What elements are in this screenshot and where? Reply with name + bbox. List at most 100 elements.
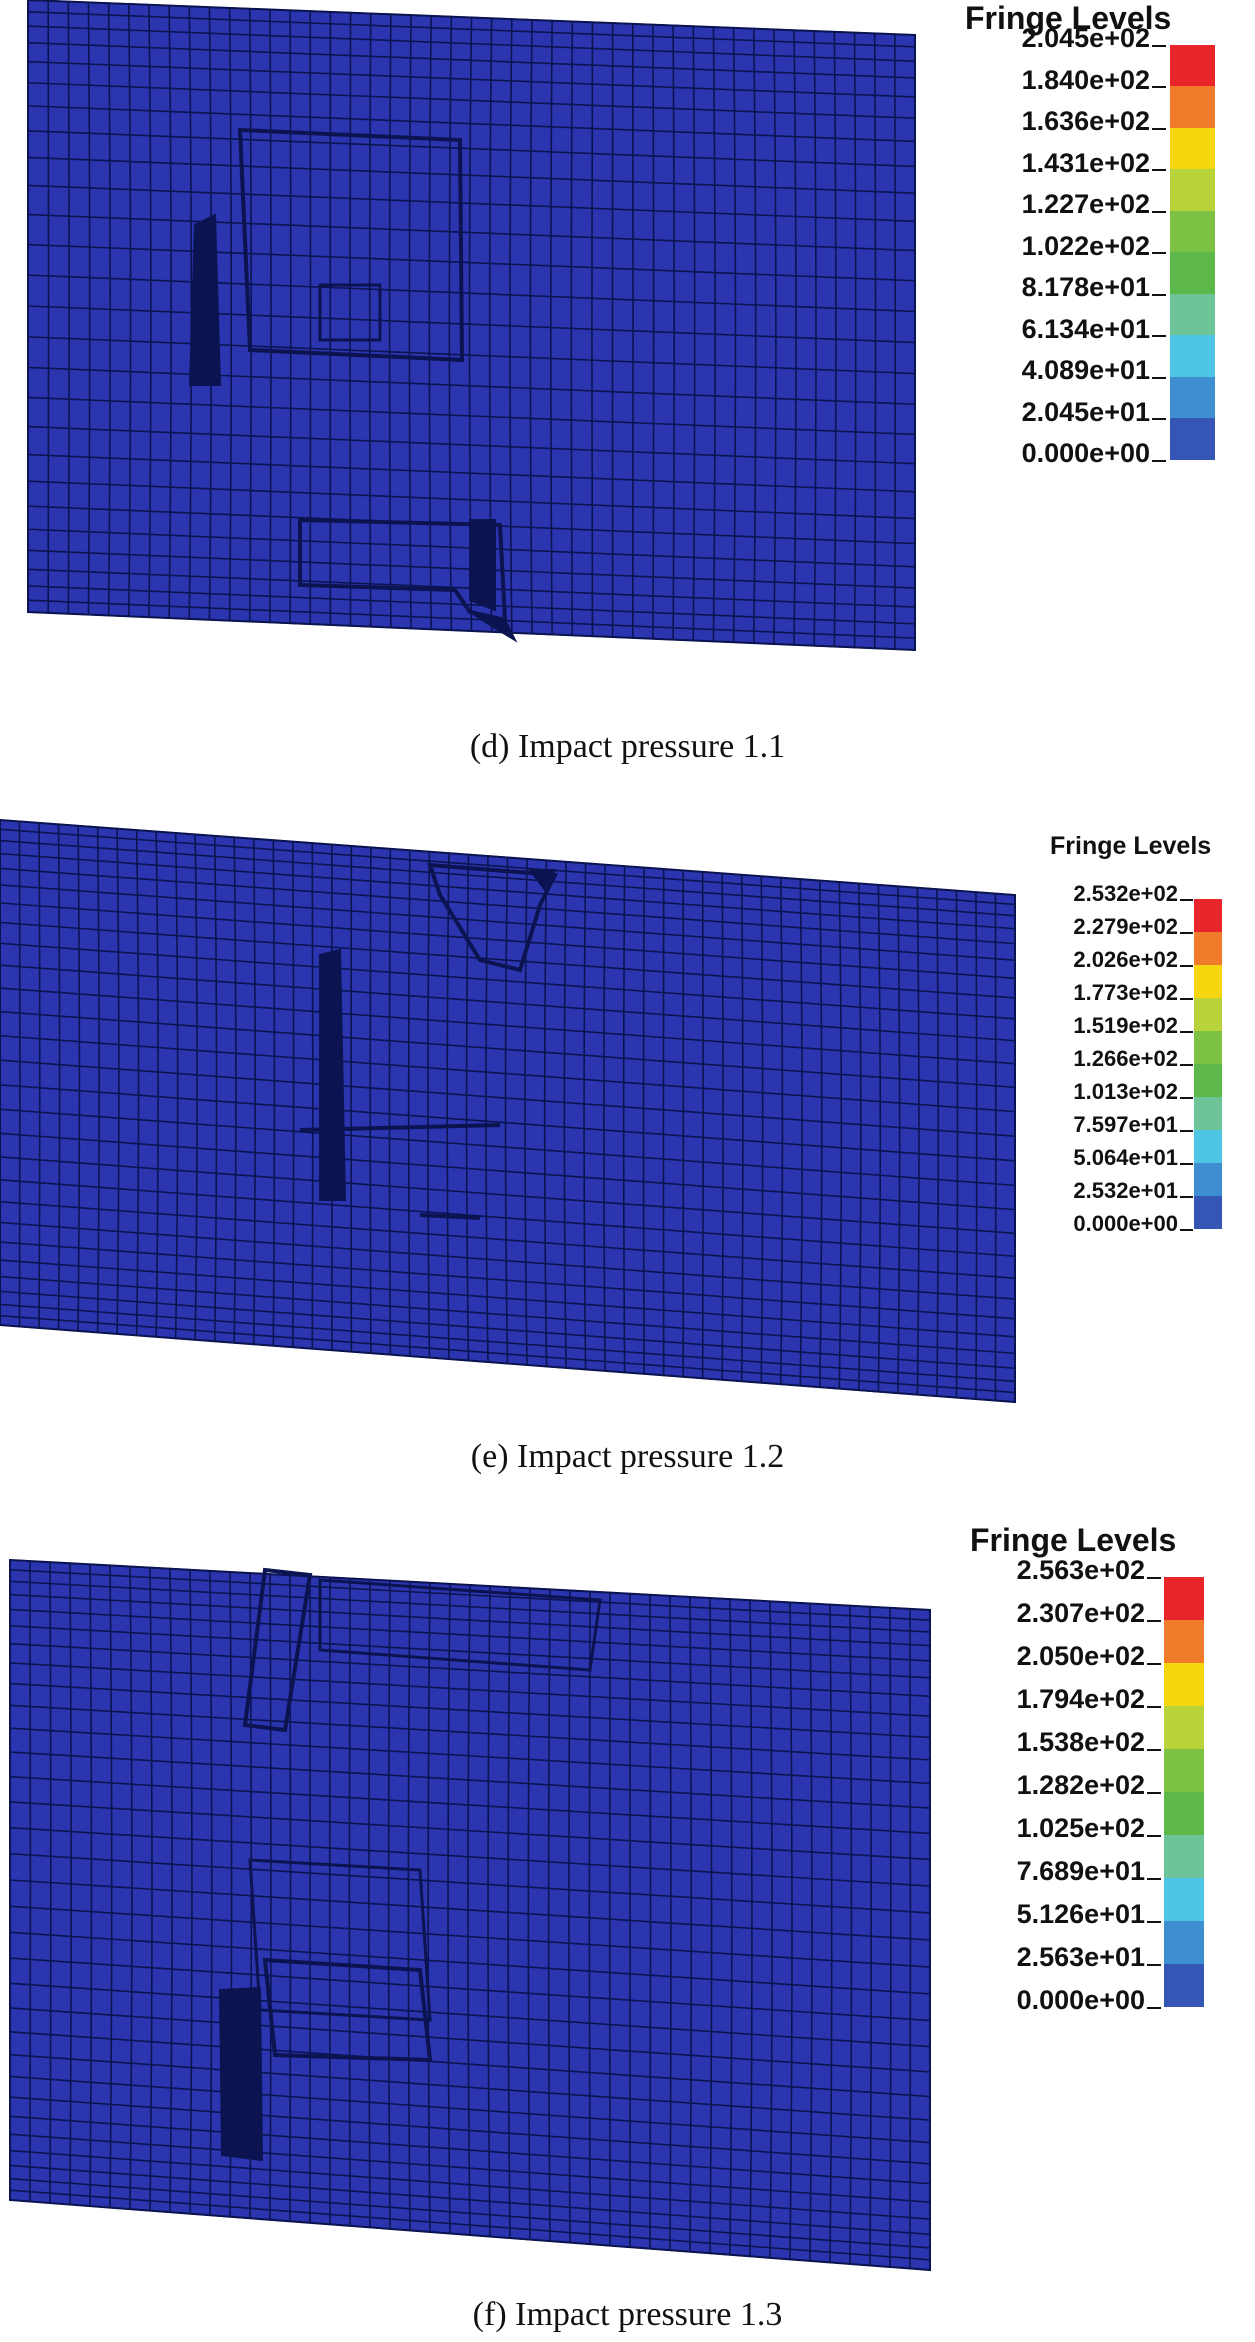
mesh-line-vertical <box>155 831 159 1337</box>
mesh-line-horizontal <box>0 1059 1016 1137</box>
mesh-line-vertical <box>603 864 606 1371</box>
mesh-line-vertical <box>291 841 295 1348</box>
mesh-line-horizontal <box>9 1727 931 1785</box>
mesh-line-vertical <box>760 876 764 1383</box>
fringe-color-swatch <box>1164 1920 1204 1964</box>
fringe-color-swatch <box>1164 1619 1204 1663</box>
fringe-level-label: 7.689e+01 <box>1016 1856 1145 1887</box>
fringe-color-swatch <box>1194 1030 1222 1064</box>
mesh-damage-feature <box>248 1858 432 2022</box>
mesh-line-horizontal <box>0 1290 1016 1370</box>
mesh-line-horizontal <box>0 987 1016 1065</box>
fringe-level-label: 5.126e+01 <box>1016 1899 1145 1930</box>
mesh-line-horizontal <box>9 2133 931 2203</box>
mesh-line-horizontal <box>9 1682 931 1739</box>
mesh-line-vertical <box>233 837 237 1343</box>
fringe-legend-e: Fringe Levels 2.532e+02 2.279e+02 2.026e+0… <box>1020 800 1255 1440</box>
mesh-line-vertical <box>916 887 920 1395</box>
fringe-level-label: 2.026e+02 <box>1073 946 1178 972</box>
fringe-level-tick <box>1152 86 1166 89</box>
mesh-line-vertical <box>38 822 41 1328</box>
fringe-level-tick <box>1180 964 1193 967</box>
mesh-line-horizontal <box>0 1259 1016 1338</box>
fringe-color-swatch <box>1164 1963 1204 2007</box>
mesh-line-vertical <box>174 832 179 1339</box>
fringe-level-tick <box>1152 335 1166 338</box>
mesh-line-horizontal <box>0 1275 1016 1355</box>
fringe-level-label: 1.538e+02 <box>1016 1727 1145 1758</box>
fringe-color-swatch <box>1170 169 1215 211</box>
fringe-level-label: 2.050e+02 <box>1016 1641 1145 1672</box>
mesh-line-horizontal <box>9 1879 931 1941</box>
fringe-level-tick <box>1180 931 1193 934</box>
fringe-color-swatch <box>1194 898 1222 932</box>
fringe-color-swatch <box>1194 1096 1222 1130</box>
fringe-level-label: 1.519e+02 <box>1073 1012 1178 1038</box>
mesh-line-horizontal <box>27 305 916 344</box>
fringe-color-swatch <box>1170 418 1215 460</box>
pipe-mesh-f <box>9 1558 931 2272</box>
mesh-line-horizontal <box>9 2177 931 2249</box>
fringe-level-label: 1.794e+02 <box>1016 1684 1145 1715</box>
mesh-line-horizontal <box>27 453 916 493</box>
mesh-line-vertical <box>877 884 882 1392</box>
mesh-line-vertical <box>96 827 100 1333</box>
fringe-level-tick <box>1152 210 1166 213</box>
mesh-line-horizontal <box>27 243 916 282</box>
mesh-line-horizontal <box>9 1751 931 1809</box>
mesh-line-horizontal <box>27 213 916 252</box>
pipe-outline <box>27 0 916 652</box>
mesh-line-vertical <box>272 840 276 1346</box>
mesh-line-horizontal <box>0 828 1016 906</box>
fringe-level-tick <box>1147 1834 1161 1837</box>
mesh-line-horizontal <box>9 1662 931 1717</box>
mesh-line-vertical <box>622 866 626 1373</box>
mesh-line-horizontal <box>9 1775 931 1835</box>
mesh-line-vertical <box>57 824 61 1330</box>
fringe-level-label: 1.840e+02 <box>1021 64 1150 95</box>
fringe-level-label: 2.045e+01 <box>1021 396 1150 427</box>
fringe-color-swatch <box>1164 1748 1204 1792</box>
mesh-damage-feature <box>318 283 382 342</box>
mesh-line-horizontal <box>9 2007 931 2073</box>
fringe-level-tick <box>1152 293 1166 296</box>
fringe-level-label: 1.022e+02 <box>1021 230 1150 261</box>
fringe-level-tick <box>1152 418 1166 421</box>
mesh-damage-feature <box>299 1123 501 1132</box>
mesh-line-vertical <box>504 857 509 1364</box>
mesh-line-horizontal <box>9 2075 931 2144</box>
fringe-color-swatch <box>1194 1063 1222 1097</box>
mesh-line-horizontal <box>9 1580 931 1633</box>
fringe-level-label: 0.000e+00 <box>1073 1210 1178 1236</box>
mesh-damage-feature <box>427 862 559 973</box>
fringe-color-swatch <box>1164 1576 1204 1620</box>
fringe-level-label: 2.563e+02 <box>1016 1555 1145 1586</box>
mesh-line-horizontal <box>27 480 916 520</box>
mesh-line-horizontal <box>27 25 916 63</box>
fringe-color-swatch <box>1170 376 1215 419</box>
mesh-line-vertical <box>642 867 645 1374</box>
fringe-level-tick <box>1180 898 1193 901</box>
mesh-damage-feature <box>419 1213 481 1220</box>
mesh-line-horizontal <box>9 1982 931 2048</box>
mesh-line-vertical <box>583 863 587 1370</box>
mesh-line-horizontal <box>0 1314 1016 1394</box>
fringe-level-label: 1.636e+02 <box>1021 106 1150 137</box>
pipe-outline <box>9 1558 931 2272</box>
panel-f: Fringe Levels 2.563e+02 2.307e+02 2.050e+0… <box>0 1500 1255 2342</box>
mesh-line-horizontal <box>9 2189 931 2261</box>
fringe-level-tick <box>1147 1619 1161 1622</box>
mesh-line-horizontal <box>9 2030 931 2098</box>
fringe-color-swatch <box>1164 1877 1204 1921</box>
mesh-line-horizontal <box>0 1156 1016 1235</box>
mesh-line-horizontal <box>27 184 916 223</box>
legend-title: Fringe Levels <box>965 0 1172 36</box>
mesh-line-horizontal <box>0 1200 1016 1280</box>
fringe-level-tick <box>1152 44 1166 47</box>
mesh-line-horizontal <box>0 921 1016 999</box>
fringe-level-tick <box>1180 1129 1193 1132</box>
fringe-level-label: 2.532e+02 <box>1073 880 1178 906</box>
fringe-level-tick <box>1152 169 1166 172</box>
fringe-level-label: 1.773e+02 <box>1073 979 1178 1005</box>
mesh-line-horizontal <box>0 1083 1016 1162</box>
